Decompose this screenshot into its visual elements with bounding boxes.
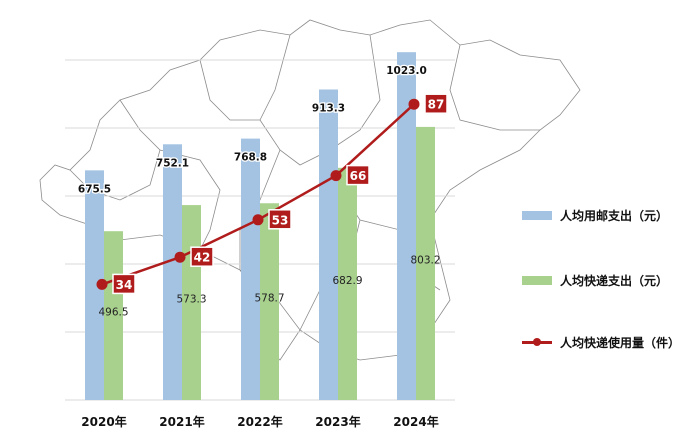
usage-label-box — [268, 209, 292, 230]
data-label-express: 496.5 — [98, 307, 128, 319]
bar-postal-spending — [241, 138, 260, 400]
legend-item-express-usage: 人均快递使用量（件） — [522, 334, 680, 351]
data-labels: 675.5 496.5 752.1 573.3 768.8 578.7 913.3 682.9… — [77, 64, 441, 319]
data-label-postal: 768.8 — [234, 152, 267, 164]
legend-swatch-postal — [522, 211, 552, 220]
data-label-express: 682.9 — [332, 275, 362, 287]
x-axis: 2020年 2021年 2022年 2023年 2024年 — [81, 414, 438, 429]
usage-label-box — [190, 246, 214, 267]
bars — [85, 52, 435, 401]
bar-postal-spending — [397, 52, 416, 401]
data-label-postal: 913.3 — [312, 102, 345, 114]
x-tick-label: 2020年 — [81, 414, 126, 429]
usage-point — [252, 214, 264, 226]
usage-label: 42 — [194, 251, 211, 265]
usage-label: 66 — [350, 169, 367, 183]
usage-label-box — [346, 164, 370, 186]
legend-item-postal-spending: 人均用邮支出（元） — [522, 207, 668, 224]
data-label-express: 803.2 — [410, 254, 440, 266]
usage-point — [330, 170, 342, 182]
x-tick-label: 2023年 — [315, 414, 360, 429]
usage-point — [174, 251, 186, 263]
legend-item-express-spending: 人均快递支出（元） — [522, 272, 668, 289]
legend-label-express: 人均快递支出（元） — [560, 274, 669, 288]
data-label-postal: 675.5 — [78, 183, 111, 195]
x-tick-label: 2024年 — [393, 414, 438, 429]
bar-postal-spending — [319, 89, 338, 400]
data-label-postal: 752.1 — [156, 157, 189, 169]
usage-label: 53 — [272, 213, 289, 227]
legend-label-usage: 人均快递使用量（件） — [560, 336, 681, 350]
data-label-express: 573.3 — [176, 294, 206, 306]
x-tick-label: 2022年 — [237, 414, 282, 429]
bar-express-spending — [104, 231, 123, 400]
legend-swatch-express — [522, 276, 552, 285]
bar-postal-spending — [85, 170, 104, 400]
usage-label-box — [424, 93, 448, 114]
usage-point — [408, 98, 420, 110]
bar-express-spending — [416, 126, 435, 401]
data-label-express: 578.7 — [254, 293, 284, 305]
usage-label: 87 — [428, 98, 445, 112]
usage-label: 34 — [116, 278, 133, 292]
x-tick-label: 2021年 — [159, 414, 204, 429]
bar-express-spending — [338, 167, 357, 400]
usage-line: 34 42 53 66 87 — [96, 93, 448, 295]
bar-express-spending — [260, 203, 279, 400]
usage-point — [96, 278, 108, 290]
usage-label-box — [112, 273, 136, 295]
legend-label-postal: 人均用邮支出（元） — [560, 209, 669, 223]
bar-postal-spending — [163, 144, 182, 400]
data-label-postal: 1023.0 — [386, 65, 427, 77]
legend-swatch-usage — [522, 338, 552, 347]
